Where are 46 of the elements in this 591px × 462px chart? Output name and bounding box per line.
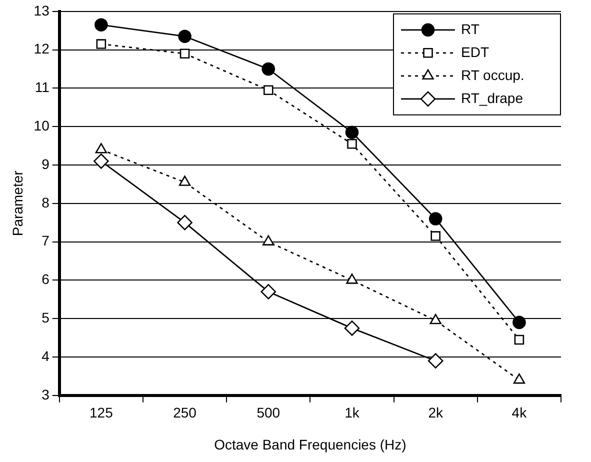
x-tick-label: 2k: [428, 404, 444, 421]
x-tick-label: 500: [256, 404, 280, 421]
point: [262, 62, 276, 76]
x-axis-title: Octave Band Frequencies (Hz): [214, 436, 406, 452]
x-tick-label: 250: [173, 404, 197, 421]
point: [180, 48, 190, 59]
legend-label: RT occup.: [461, 66, 524, 83]
point: [262, 235, 274, 246]
point: [94, 18, 108, 32]
y-tick-label: 7: [42, 232, 50, 249]
point: [344, 320, 360, 336]
y-tick-label: 4: [42, 348, 50, 364]
point: [96, 39, 106, 49]
y-axis-title: Parameter: [9, 170, 26, 236]
point: [178, 176, 191, 186]
y-tick-label: 8: [42, 194, 50, 210]
x-tick-label: 125: [89, 404, 114, 421]
point: [430, 231, 440, 241]
y-tick-label: 12: [34, 40, 50, 57]
point: [428, 212, 442, 226]
legend-label: RT_drape: [461, 90, 524, 106]
y-tick-label: 6: [42, 271, 50, 288]
point: [512, 316, 526, 330]
legend-label: EDT: [461, 44, 490, 60]
point: [260, 284, 276, 300]
point: [177, 214, 192, 230]
y-tick-label: 3: [42, 386, 50, 402]
point: [178, 30, 192, 44]
point: [430, 314, 442, 324]
x-tick-label: 1k: [344, 404, 360, 421]
legend-label: RT: [461, 20, 480, 37]
y-tick-label: 5: [42, 309, 50, 326]
point: [428, 353, 444, 368]
x-tick-label: 4k: [512, 404, 528, 421]
point: [346, 274, 358, 284]
point: [347, 138, 357, 149]
point: [94, 154, 109, 169]
y-tick-label: 9: [42, 156, 50, 172]
point: [95, 142, 108, 154]
point: [513, 373, 526, 384]
y-tick-label: 13: [34, 2, 50, 18]
y-tick-label: 11: [34, 79, 50, 96]
y-tick-label: 10: [34, 117, 50, 134]
point: [514, 334, 524, 345]
point: [263, 85, 274, 96]
point: [345, 126, 359, 140]
